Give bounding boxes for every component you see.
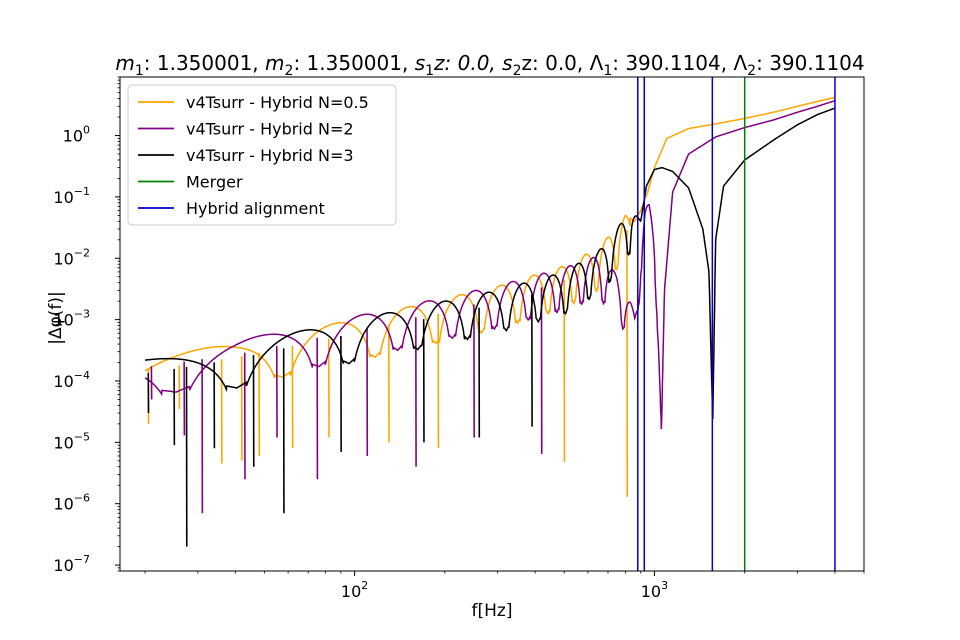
legend-label-4: Merger xyxy=(186,173,243,192)
y-tick-label-1: 10−7 xyxy=(53,553,90,575)
legend: v4Tsurr - Hybrid N=0.5 v4Tsurr - Hybrid N… xyxy=(127,84,397,226)
legend-label-1: v4Tsurr - Hybrid N=0.5 xyxy=(186,93,369,112)
y-tick-label-5: 10−3 xyxy=(53,308,90,330)
legend-label-2: v4Tsurr - Hybrid N=2 xyxy=(186,120,354,139)
series-line-3 xyxy=(144,107,835,420)
y-tick-label-2: 10−6 xyxy=(53,492,90,514)
legend-label-5: Hybrid alignment xyxy=(186,199,325,218)
plot-area xyxy=(144,77,836,571)
y-axis-label: |Δφ(f)| xyxy=(46,291,66,345)
y-tick-label-7: 10−1 xyxy=(53,185,90,207)
x-tick-label-2: 103 xyxy=(641,579,668,601)
y-tick-label-6: 10−2 xyxy=(53,246,90,268)
y-tick-label-4: 10−4 xyxy=(53,369,90,391)
legend-label-3: v4Tsurr - Hybrid N=3 xyxy=(186,146,354,165)
y-tick-label-3: 10−5 xyxy=(53,430,90,452)
series-line-2 xyxy=(144,100,836,430)
series-line-1 xyxy=(144,96,835,379)
x-tick-label-1: 102 xyxy=(341,579,368,601)
x-axis-label: f[Hz] xyxy=(472,601,513,621)
chart-title: m1: 1.350001, m2: 1.350001, s1z: 0.0, s2… xyxy=(115,51,864,79)
axes: 102 103 10−7 10−6 10−5 10−4 10−3 10−2 10−1 100 xyxy=(53,76,865,601)
y-tick-label-8: 100 xyxy=(63,124,90,146)
legend-box xyxy=(127,84,397,226)
plot-frame xyxy=(119,76,865,572)
